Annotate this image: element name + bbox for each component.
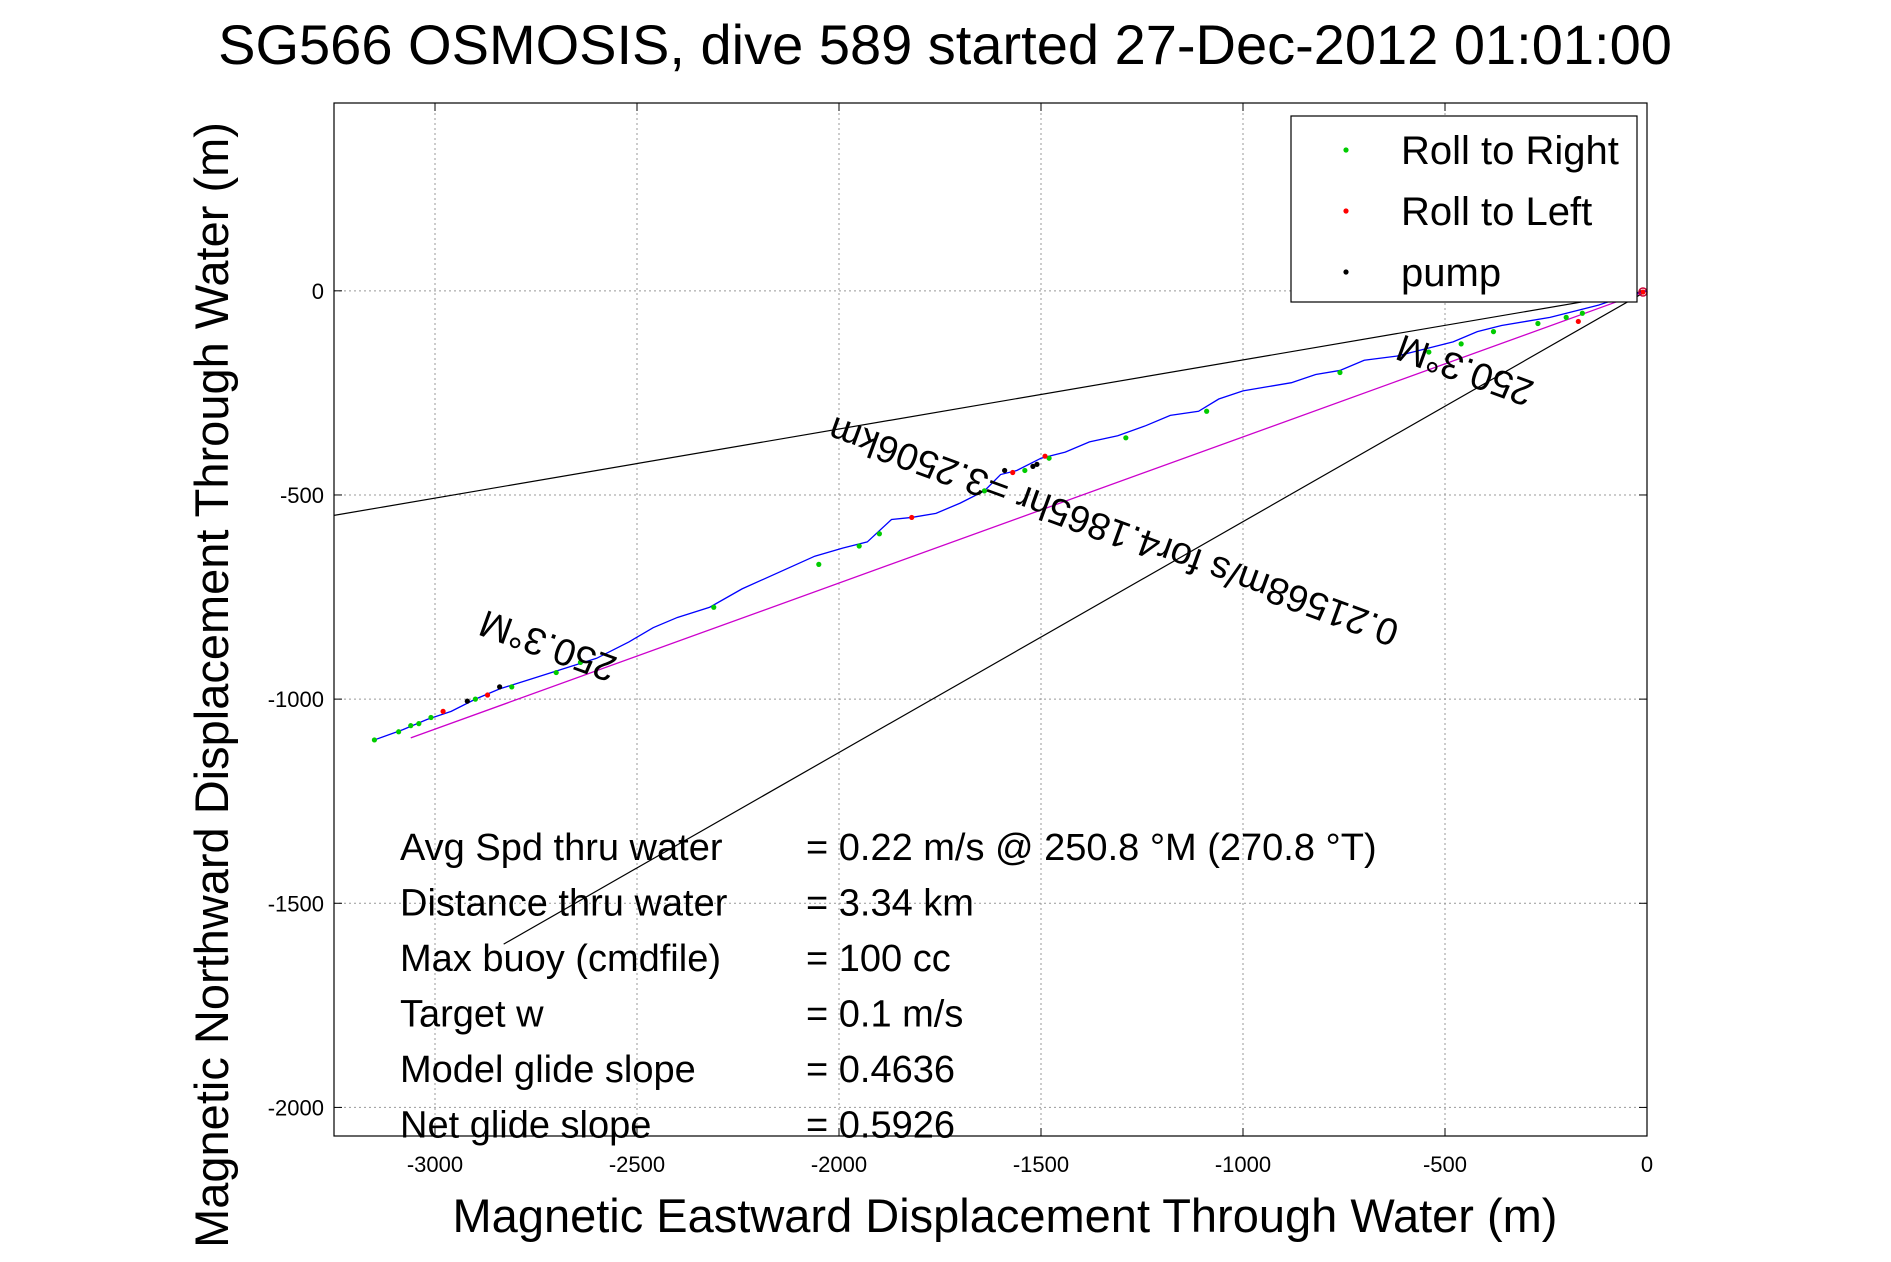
legend-marker xyxy=(1343,269,1349,275)
bound-line-lower xyxy=(503,290,1647,945)
x-axis-label: Magnetic Eastward Displacement Through W… xyxy=(453,1189,1558,1242)
roll-right-point xyxy=(876,531,883,537)
roll-left-point xyxy=(1640,289,1646,295)
roll-left-point xyxy=(484,692,491,698)
roll-right-point xyxy=(1426,349,1432,355)
roll-right-point xyxy=(472,696,478,702)
roll-left-point xyxy=(440,708,446,714)
x-tick-label: -1500 xyxy=(1013,1152,1069,1177)
bound-line-upper xyxy=(334,290,1647,516)
roll-left-point xyxy=(909,514,915,521)
roll-right-point xyxy=(1563,314,1569,320)
roll-right-point xyxy=(1204,408,1210,414)
roll-right-point xyxy=(1123,435,1129,441)
roll-right-point xyxy=(1458,341,1464,347)
x-tick-label: -2000 xyxy=(811,1152,867,1177)
y-tick-label: 0 xyxy=(312,279,324,304)
roll-right-point xyxy=(1337,369,1343,376)
legend-label: Roll to Right xyxy=(1401,129,1619,173)
pump-point xyxy=(1030,463,1036,469)
legend-marker xyxy=(1343,208,1349,214)
roll-right-point xyxy=(1046,455,1052,461)
stat-label: Model glide slope xyxy=(400,1049,696,1091)
legend-label: Roll to Left xyxy=(1401,190,1592,234)
legend-box xyxy=(1290,115,1638,303)
roll-right-point xyxy=(1535,320,1541,327)
stat-value: = 0.4636 xyxy=(806,1049,955,1091)
x-tick-label: -3000 xyxy=(407,1152,463,1177)
roll-right-point xyxy=(1579,310,1585,316)
stat-value: = 0.1 m/s xyxy=(806,994,963,1036)
roll-right-point xyxy=(408,723,414,729)
pump-point xyxy=(464,698,470,704)
y-tick-label: -500 xyxy=(280,483,324,508)
roll-right-point xyxy=(1490,329,1497,335)
x-tick-label: -1000 xyxy=(1215,1152,1271,1177)
roll-right-point xyxy=(396,729,402,735)
roll-right-point xyxy=(816,561,822,567)
roll-right-point xyxy=(1022,467,1028,474)
roll-right-point xyxy=(509,684,515,690)
y-tick-label: -1500 xyxy=(268,891,324,916)
mean-displacement-line xyxy=(410,290,1648,739)
pump-point xyxy=(1002,467,1008,474)
stat-label: Target w xyxy=(400,994,544,1036)
roll-left-point xyxy=(1010,469,1016,476)
stat-value: = 0.5926 xyxy=(806,1105,955,1147)
roll-left-point xyxy=(1575,318,1581,325)
legend-label: pump xyxy=(1401,251,1501,295)
plot-area: -3000 -2500 -2000 -1500 -1000 -500 0 0 -500 -1000… xyxy=(268,102,1653,1177)
roll-right-point xyxy=(416,721,422,727)
y-tick-label: -1000 xyxy=(268,687,324,712)
plot-frame xyxy=(333,102,1648,1137)
stat-value: = 0.22 m/s @ 250.8 °M (270.8 °T) xyxy=(806,827,1377,869)
x-tick-label: -500 xyxy=(1423,1152,1467,1177)
legend-marker xyxy=(1343,147,1349,153)
stat-label: Avg Spd thru water xyxy=(400,827,723,869)
stat-value: = 3.34 km xyxy=(806,883,974,925)
roll-right-point xyxy=(553,669,559,676)
stat-label: Distance thru water xyxy=(400,883,728,925)
roll-right-point xyxy=(856,543,862,549)
pump-point xyxy=(1034,461,1040,467)
y-tick-label: -2000 xyxy=(268,1095,324,1120)
y-axis-label: Magnetic Northward Displacement Through … xyxy=(185,122,238,1248)
stat-label: Net glide slope xyxy=(400,1105,651,1147)
chart-title: SG566 OSMOSIS, dive 589 started 27-Dec-2… xyxy=(218,13,1672,76)
stat-value: = 100 cc xyxy=(806,938,951,980)
roll-right-point xyxy=(371,737,377,743)
x-tick-label: 0 xyxy=(1641,1152,1653,1177)
roll-right-point xyxy=(428,714,434,721)
x-tick-label: -2500 xyxy=(609,1152,665,1177)
pump-point xyxy=(497,684,503,690)
roll-left-point xyxy=(1042,453,1048,459)
roll-right-point xyxy=(577,659,584,665)
track-line xyxy=(374,290,1648,741)
stat-label: Max buoy (cmdfile) xyxy=(400,938,721,980)
roll-right-point xyxy=(981,488,988,494)
roll-right-point xyxy=(711,604,717,610)
